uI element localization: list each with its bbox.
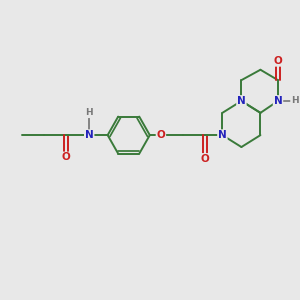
Text: O: O	[274, 56, 282, 66]
Text: O: O	[200, 154, 209, 164]
Text: N: N	[237, 96, 246, 106]
Text: N: N	[218, 130, 227, 140]
Text: H: H	[85, 108, 93, 117]
Text: O: O	[157, 130, 165, 140]
Text: O: O	[61, 152, 70, 162]
Text: N: N	[274, 96, 282, 106]
Text: H: H	[291, 97, 299, 106]
Text: N: N	[85, 130, 94, 140]
